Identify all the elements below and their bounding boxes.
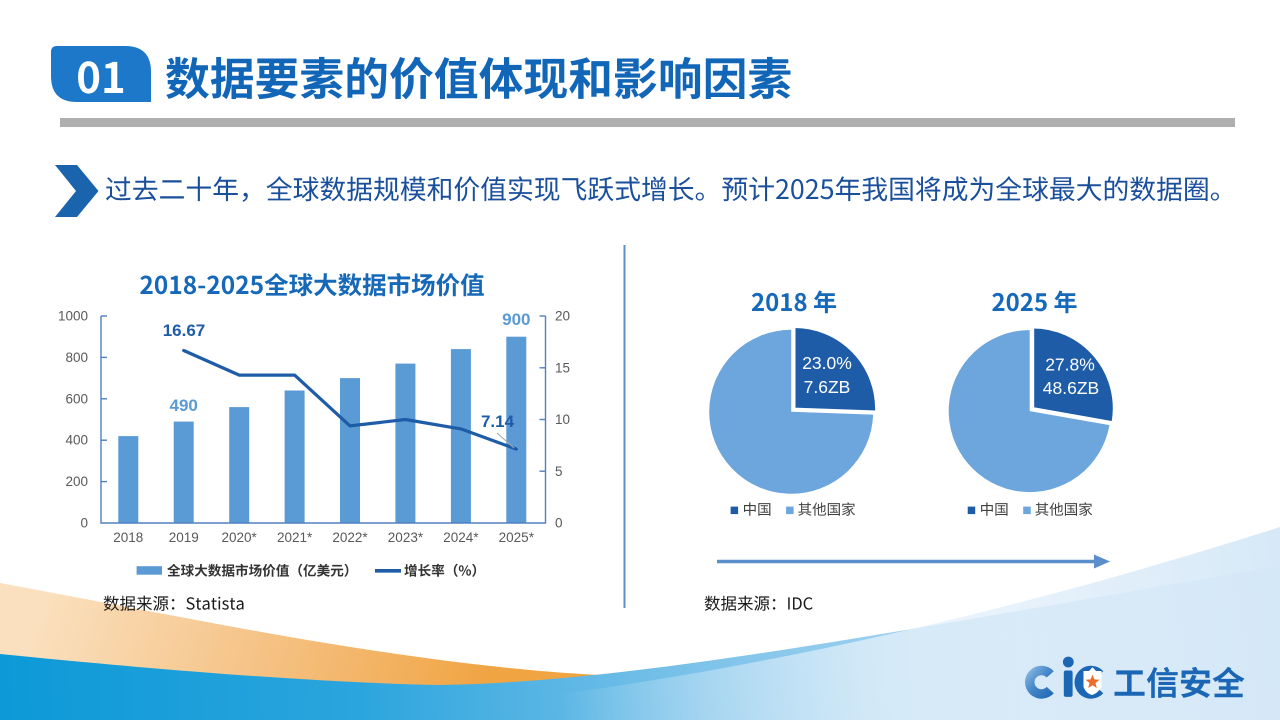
svg-text:2024*: 2024* bbox=[443, 530, 479, 545]
svg-text:15: 15 bbox=[555, 360, 570, 375]
svg-text:200: 200 bbox=[65, 474, 88, 489]
svg-text:20: 20 bbox=[555, 309, 570, 324]
svg-text:7.14: 7.14 bbox=[481, 412, 515, 431]
svg-text:600: 600 bbox=[65, 391, 88, 406]
svg-text:2018: 2018 bbox=[113, 530, 143, 545]
svg-text:0: 0 bbox=[80, 516, 88, 531]
svg-text:5: 5 bbox=[555, 464, 563, 479]
svg-text:16.67: 16.67 bbox=[163, 321, 206, 340]
svg-text:27.8%: 27.8% bbox=[1045, 355, 1095, 375]
svg-text:48.6ZB: 48.6ZB bbox=[1043, 378, 1099, 398]
svg-text:0: 0 bbox=[555, 516, 563, 531]
svg-text:23.0%: 23.0% bbox=[802, 353, 852, 373]
svg-text:2025*: 2025* bbox=[499, 530, 535, 545]
svg-text:900: 900 bbox=[502, 310, 530, 329]
svg-text:7.6ZB: 7.6ZB bbox=[804, 377, 851, 397]
svg-text:2021*: 2021* bbox=[277, 530, 313, 545]
svg-text:800: 800 bbox=[65, 350, 88, 365]
svg-text:1000: 1000 bbox=[58, 309, 88, 324]
svg-text:10: 10 bbox=[555, 412, 570, 427]
svg-text:490: 490 bbox=[170, 396, 198, 415]
svg-text:2023*: 2023* bbox=[388, 530, 424, 545]
svg-text:2020*: 2020* bbox=[222, 530, 258, 545]
svg-text:2019: 2019 bbox=[169, 530, 199, 545]
svg-text:2022*: 2022* bbox=[332, 530, 368, 545]
svg-text:400: 400 bbox=[65, 433, 88, 448]
